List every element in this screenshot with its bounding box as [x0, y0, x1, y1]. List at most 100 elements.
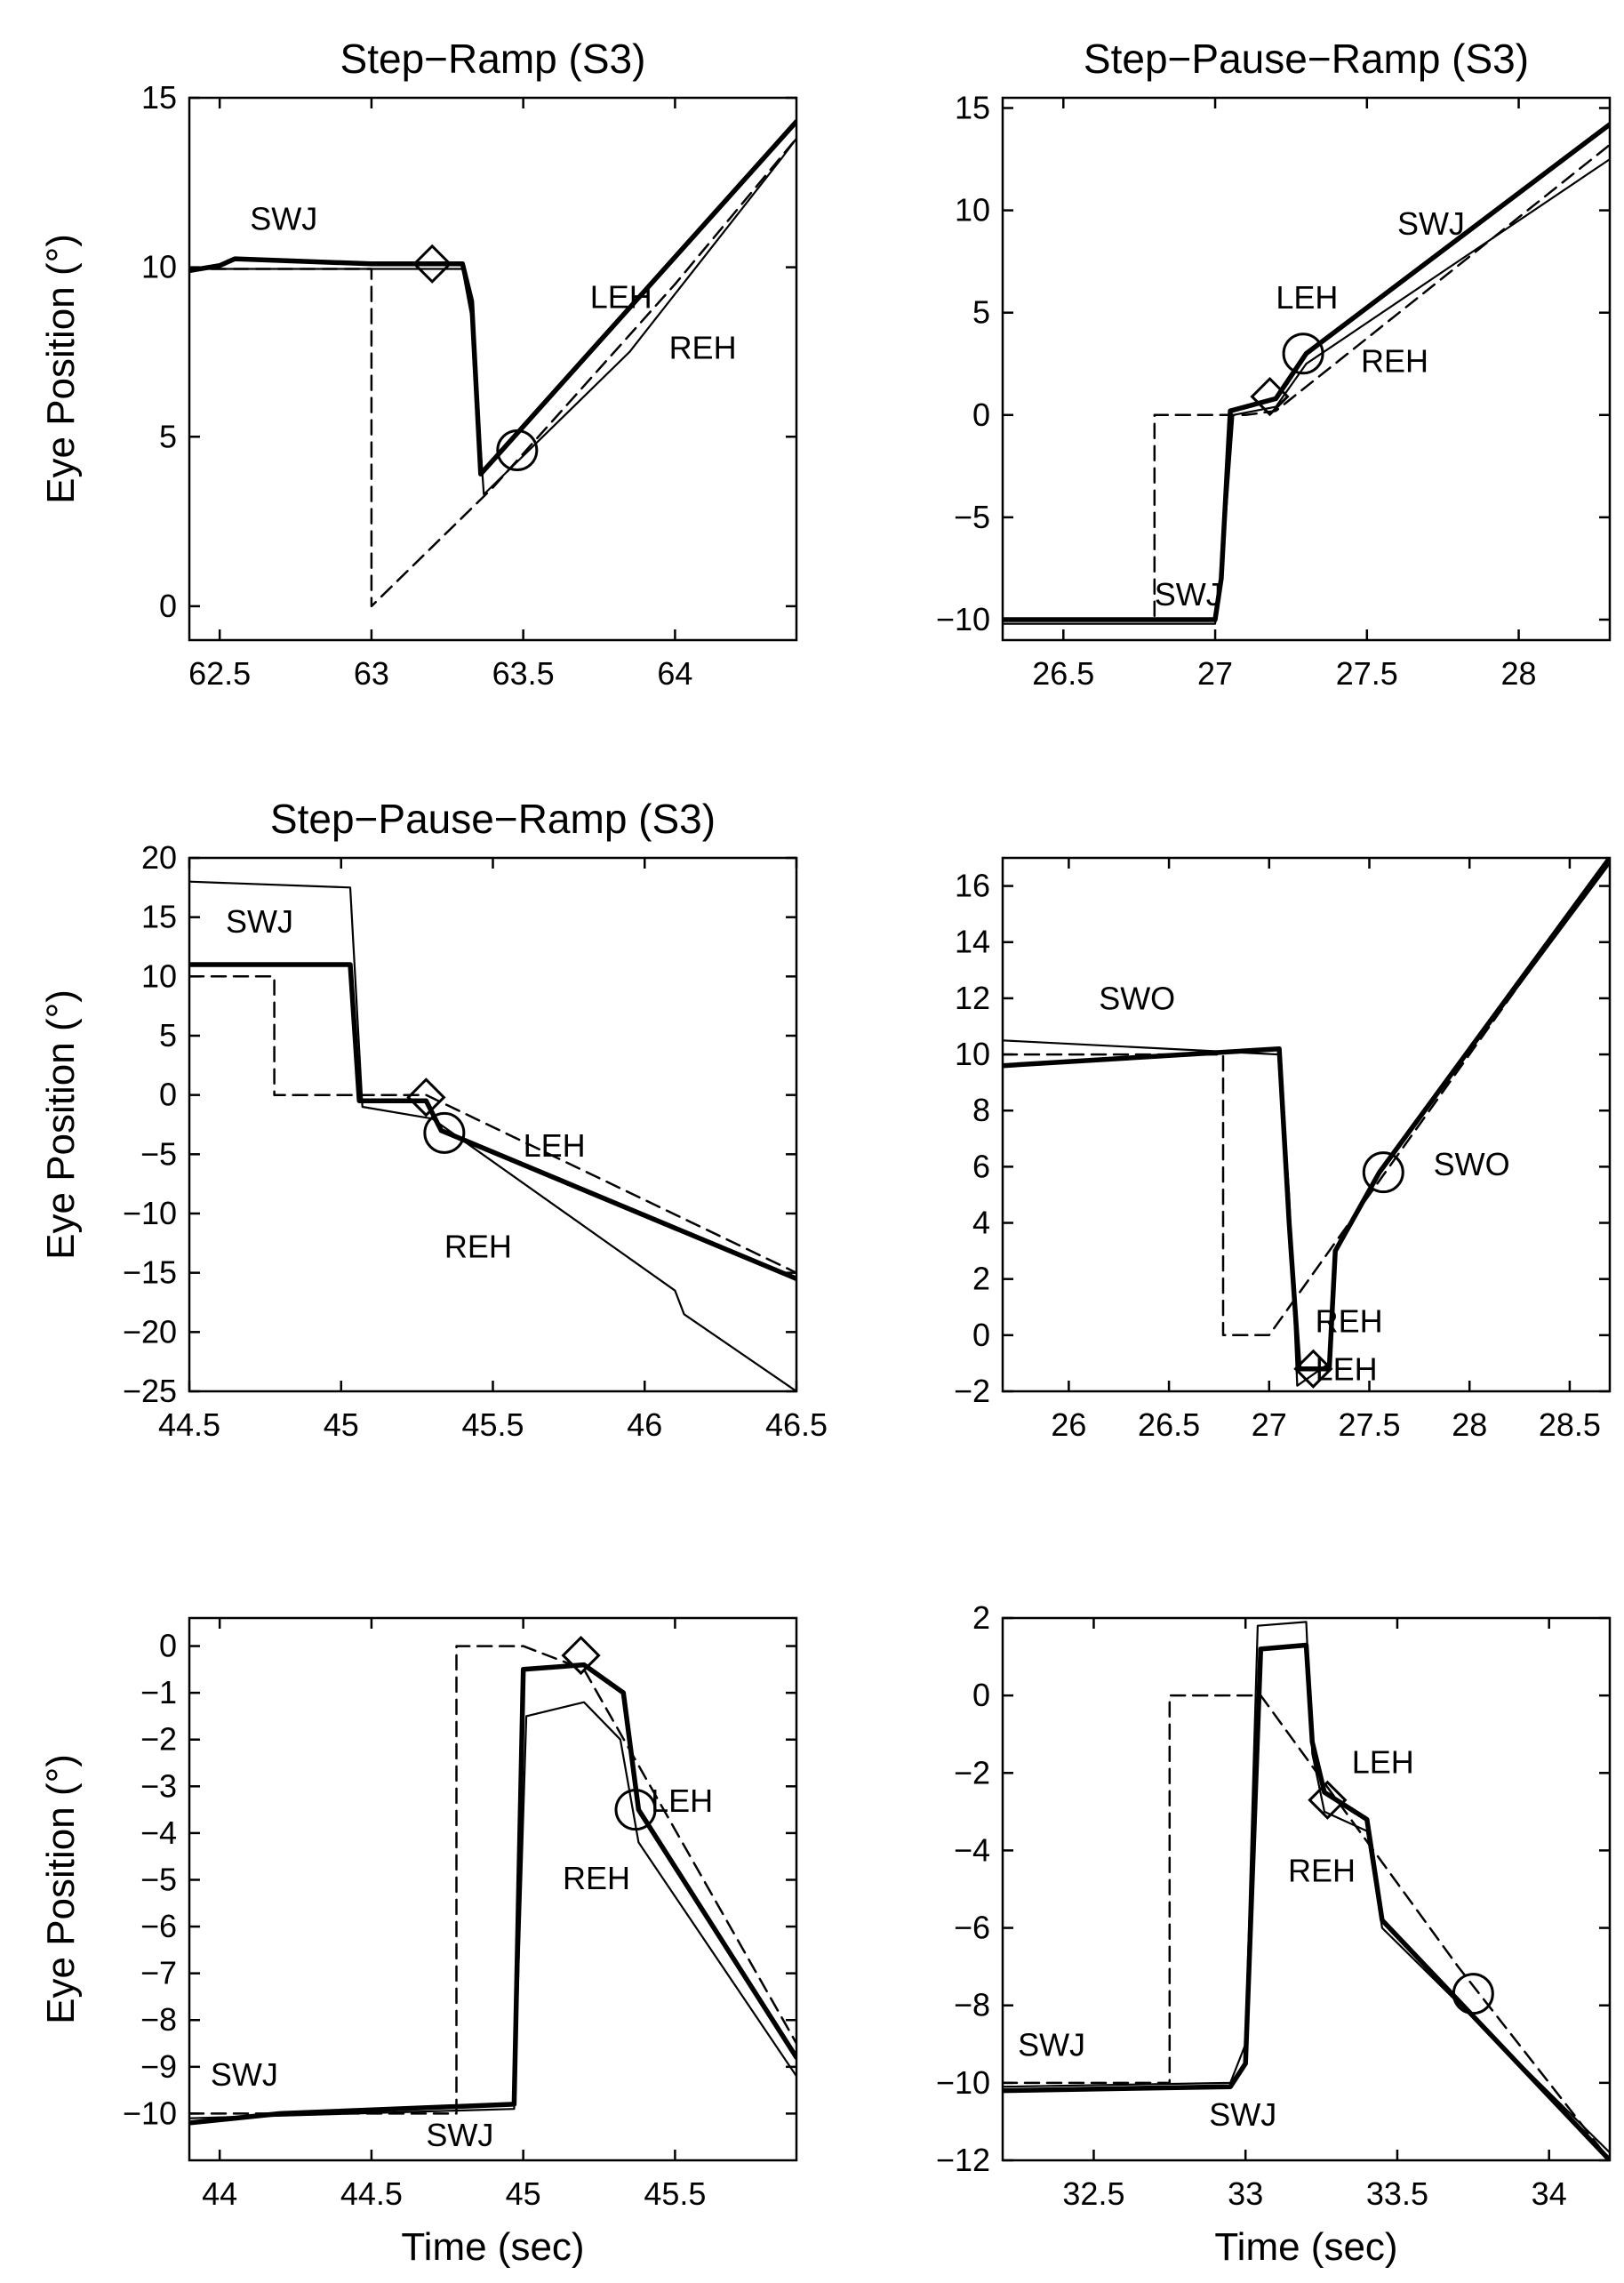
series-reh — [1003, 1621, 1610, 2154]
series-target — [189, 1645, 796, 2115]
diamond-marker — [1250, 376, 1290, 417]
x-tick-label: 64 — [657, 655, 692, 692]
series-leh — [189, 1662, 796, 2126]
panel-p2: 26.5 27 27.5 28 −10 −5 0 5 10 15 SWJ LEH REH SWJ Step−… — [936, 36, 1612, 692]
annotation-label: REH — [669, 330, 737, 366]
annotation-label: SWJ — [226, 903, 293, 940]
y-tick-label: −6 — [140, 1908, 177, 1944]
diamond-marker — [412, 244, 452, 284]
y-axis-label: Eye Position (°) — [39, 1754, 83, 2024]
x-tick-label: 27 — [1252, 1406, 1287, 1443]
x-tick-label: 28.5 — [1539, 1406, 1601, 1443]
series-target — [189, 975, 796, 1274]
y-tick-label: 2 — [972, 1599, 990, 1636]
x-tick-label: 44.5 — [158, 1406, 220, 1443]
diamond-marker — [1308, 1780, 1348, 1820]
x-tick-label: 44 — [202, 2175, 237, 2212]
x-tick-label: 28 — [1501, 655, 1537, 692]
plot-area — [1003, 858, 1610, 1389]
axes-frame — [1001, 1616, 1612, 2162]
y-tick-label: −10 — [936, 601, 990, 637]
axes-frame — [1001, 856, 1612, 1393]
y-tick-label: 0 — [159, 588, 177, 624]
axes-frame — [188, 96, 798, 642]
y-tick-label: −20 — [123, 1313, 177, 1350]
y-tick-label: −2 — [954, 1373, 990, 1409]
y-axis-label: Eye Position (°) — [39, 234, 83, 504]
x-tick-label: 45 — [506, 2175, 541, 2212]
series-target — [189, 137, 796, 608]
y-tick-label: 10 — [955, 1036, 990, 1072]
series-target — [1003, 143, 1610, 621]
chart-title: Step−Ramp (S3) — [340, 36, 646, 82]
annotation-label: SWJ — [250, 201, 317, 237]
y-tick-label: 5 — [159, 418, 177, 454]
x-tick-label: 34 — [1532, 2175, 1567, 2212]
annotation-label: SWJ — [1209, 2096, 1276, 2133]
y-tick-label: −15 — [123, 1254, 177, 1291]
y-tick-label: 16 — [955, 868, 990, 904]
y-tick-label: 4 — [972, 1205, 990, 1241]
y-tick-label: 5 — [159, 1017, 177, 1053]
y-tick-label: 15 — [955, 90, 990, 126]
panel-p6: 32.5 33 33.5 34 −12 −10 −8 −6 −4 −2 0 2 LEH REH SWJ SWJ… — [936, 1599, 1612, 2269]
annotation-label: REH — [444, 1228, 512, 1264]
y-tick-label: −12 — [936, 2142, 990, 2178]
circle-marker — [1282, 332, 1324, 375]
series-reh — [189, 137, 796, 496]
annotation-label: LEH — [590, 278, 652, 315]
x-axis-label: Time (sec) — [1214, 2225, 1397, 2269]
x-tick-label: 33.5 — [1366, 2175, 1428, 2212]
y-tick-label: 8 — [972, 1092, 990, 1128]
series-reh — [1003, 158, 1610, 625]
y-tick-label: −2 — [140, 1721, 177, 1758]
plot-area — [189, 880, 796, 1391]
y-tick-label: 5 — [972, 294, 990, 331]
y-tick-label: 0 — [159, 1628, 177, 1664]
series-reh — [189, 1701, 796, 2119]
annotation-label: SWJ — [1155, 576, 1222, 613]
x-tick-label: 27 — [1197, 655, 1233, 692]
x-tick-label: 63.5 — [492, 655, 555, 692]
y-tick-label: −25 — [123, 1373, 177, 1409]
y-tick-label: −9 — [140, 2048, 177, 2085]
axes-frame — [188, 1616, 798, 2162]
x-tick-label: 26.5 — [1032, 655, 1094, 692]
plot-area — [1003, 122, 1610, 625]
y-tick-label: −5 — [954, 499, 990, 535]
annotation-label: LEH — [1276, 279, 1338, 316]
y-tick-label: −2 — [954, 1754, 990, 1790]
annotation-label: SWO — [1434, 1146, 1510, 1182]
diamond-marker — [406, 1077, 446, 1117]
plot-area — [189, 1635, 796, 2126]
x-tick-label: 28 — [1452, 1406, 1487, 1443]
diamond-marker — [1293, 1349, 1333, 1389]
annotation-label: SWJ — [1397, 205, 1465, 242]
chart-title: Step−Pause−Ramp (S3) — [270, 796, 716, 842]
plot-area — [189, 118, 796, 608]
x-tick-label: 32.5 — [1062, 2175, 1124, 2212]
series-target — [1003, 1694, 1610, 2160]
circle-marker — [614, 1789, 657, 1831]
circle-marker — [423, 1111, 466, 1154]
x-tick-label: 45.5 — [644, 2175, 706, 2212]
y-tick-label: 0 — [159, 1077, 177, 1113]
annotation-label: LEH — [1316, 1350, 1378, 1387]
y-tick-label: 0 — [972, 397, 990, 433]
x-tick-label: 62.5 — [188, 655, 251, 692]
annotation-label: REH — [563, 1860, 630, 1896]
axes-frame — [1001, 96, 1612, 642]
x-tick-label: 63 — [354, 655, 389, 692]
series-reh — [189, 880, 796, 1391]
y-tick-label: −3 — [140, 1767, 177, 1804]
annotation-label: SWJ — [211, 2056, 278, 2093]
y-tick-label: −5 — [140, 1135, 177, 1172]
y-tick-label: −10 — [123, 1195, 177, 1231]
annotation-label: LEH — [1352, 1743, 1414, 1780]
panel-p4: 26 26.5 27 27.5 28 28.5 −2 0 2 4 6 8 10 12 14 16 SWO SWO R… — [954, 856, 1612, 1443]
y-tick-label: 0 — [972, 1677, 990, 1713]
x-tick-label: 46.5 — [765, 1406, 828, 1443]
y-tick-label: 10 — [141, 957, 177, 994]
x-tick-label: 44.5 — [340, 2175, 403, 2212]
